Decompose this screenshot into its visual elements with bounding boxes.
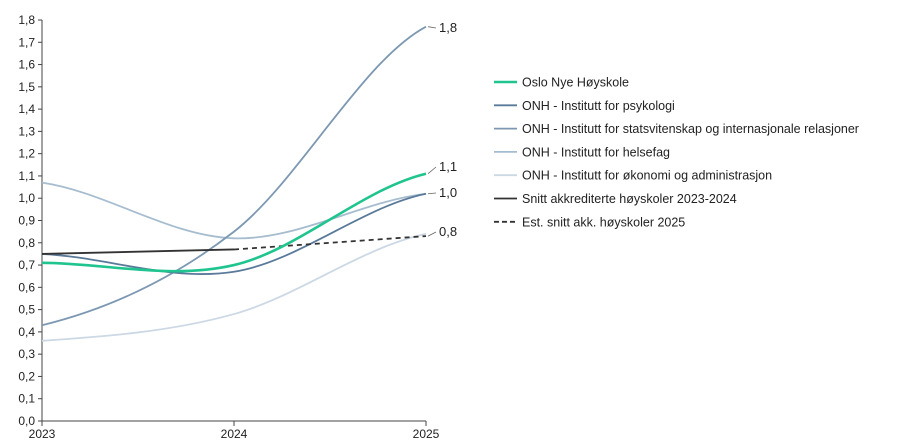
y-tick-label: 1,8 — [18, 13, 35, 27]
series-line-oslo-nye-h-yskole — [42, 174, 426, 271]
legend: Oslo Nye Høyskole ONH - Institutt for psy… — [494, 76, 859, 230]
end-label: 1,8 — [439, 20, 457, 35]
y-tick-label: 0,6 — [18, 280, 35, 294]
y-tick-label: 1,4 — [18, 102, 35, 116]
x-tick-label: 2024 — [221, 427, 248, 441]
legend-entry-label: Est. snitt akk. høyskoler 2025 — [522, 215, 685, 229]
y-tick-label: 0,8 — [18, 236, 35, 250]
legend-entry-label: Snitt akkrediterte høyskoler 2023-2024 — [522, 192, 737, 206]
end-label-leader — [428, 232, 436, 236]
y-tick-label: 1,2 — [18, 147, 35, 161]
end-label: 1,1 — [439, 159, 457, 174]
legend-entry-label: ONH - Institutt for psykologi — [522, 99, 675, 113]
legend-entry-label: Oslo Nye Høyskole — [522, 76, 629, 90]
y-tick-label: 0,2 — [18, 369, 35, 383]
legend-entry-label: ONH - Institutt for statsvitenskap og in… — [522, 122, 859, 136]
end-label: 0,8 — [439, 224, 457, 239]
x-tick-label: 2025 — [413, 427, 440, 441]
series-lines — [42, 27, 426, 341]
end-label-leader — [428, 27, 436, 28]
y-tick-label: 1,7 — [18, 35, 35, 49]
y-tick-label: 1,6 — [18, 58, 35, 72]
legend-entry-label: ONH - Institutt for økonomi og administr… — [522, 169, 772, 183]
axes: 0,0 0,1 0,2 0,3 0,4 0,5 0,6 0,7 0,8 0,9 1,0 1,1 1,2 1… — [18, 13, 439, 441]
series-line-onh-institutt-for-statsvitenskap-og-internasjonale-relasjoner — [42, 27, 426, 326]
y-tick-label: 1,1 — [18, 169, 35, 183]
end-label-leader — [428, 193, 436, 194]
end-label: 1,0 — [439, 185, 457, 200]
legend-entry-label: ONH - Institutt for helsefag — [522, 145, 670, 159]
end-labels: 1,8 1,1 1,0 0,8 — [428, 20, 457, 239]
series-line-onh-institutt-for-helsefag — [42, 183, 426, 239]
y-tick-label: 0,0 — [18, 414, 35, 428]
x-tick-label: 2023 — [29, 427, 56, 441]
y-tick-label: 0,1 — [18, 392, 35, 406]
end-label-leader — [428, 167, 436, 174]
y-tick-label: 0,5 — [18, 303, 35, 317]
y-tick-label: 1,5 — [18, 80, 35, 94]
y-tick-label: 0,3 — [18, 347, 35, 361]
y-tick-label: 1,0 — [18, 191, 35, 205]
y-tick-label: 0,7 — [18, 258, 35, 272]
series-line-onh-institutt-for-psykologi — [42, 194, 426, 274]
y-tick-label: 0,4 — [18, 325, 35, 339]
y-tick-label: 1,3 — [18, 124, 35, 138]
y-tick-label: 0,9 — [18, 214, 35, 228]
